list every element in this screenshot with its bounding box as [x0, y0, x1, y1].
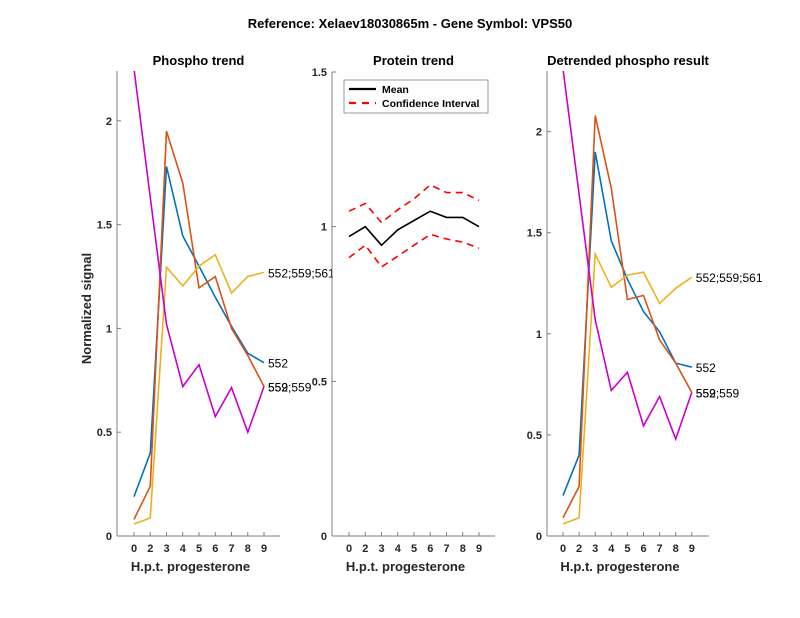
series-end-label: 552 [696, 361, 716, 375]
x-tick-label: 7 [228, 543, 234, 555]
x-axis-label: H.p.t. progesterone [346, 559, 465, 574]
series-end-label: 552;559 [268, 381, 312, 395]
x-tick-label: 4 [395, 543, 402, 555]
x-tick-label: 2 [576, 543, 582, 555]
series-line-confidence-interval-lower [348, 233, 480, 268]
x-tick-label: 2 [147, 543, 153, 555]
y-tick-label: 1 [536, 329, 542, 341]
legend-entry-mean: Mean [382, 84, 409, 96]
legend-entry-confidence-interval: Confidence Interval [382, 98, 480, 110]
series-end-label: 552 [268, 357, 288, 371]
x-tick-label: 6 [640, 543, 646, 555]
series-end-label: 552;559 [696, 386, 740, 400]
x-tick-label: 0 [131, 543, 137, 555]
x-axis-label: H.p.t. progesterone [560, 559, 679, 574]
y-tick-label: 0.5 [312, 376, 327, 388]
legend: Mean Confidence Interval [343, 79, 489, 114]
y-axis-label: Normalized signal [79, 253, 94, 364]
x-tick-label: 2 [362, 543, 368, 555]
series-end-label: 559 [696, 386, 716, 400]
series-line-552-559 [562, 71, 693, 442]
y-tick-label: 1.5 [312, 67, 327, 79]
y-tick-label: 1 [106, 323, 112, 335]
y-tick-label: 0 [536, 531, 542, 543]
x-tick-label: 9 [261, 543, 267, 555]
legend-box [343, 79, 489, 114]
x-tick-label: 7 [443, 543, 449, 555]
y-tick-label: 0 [106, 531, 112, 543]
series-end-label: 552;559;561 [696, 271, 763, 285]
x-tick-label: 3 [592, 543, 598, 555]
x-tick-label: 6 [212, 543, 218, 555]
axes-title: Phospho trend [153, 53, 245, 68]
x-tick-label: 0 [346, 543, 352, 555]
x-tick-label: 6 [427, 543, 433, 555]
x-tick-label: 7 [657, 543, 663, 555]
x-tick-label: 5 [196, 543, 202, 555]
figure-suptitle: Reference: Xelaev18030865m - Gene Symbol… [248, 16, 572, 31]
series-line-552-559 [133, 71, 265, 435]
series-line-552 [133, 166, 265, 497]
axes-background [333, 72, 495, 535]
y-tick-label: 1 [321, 222, 327, 234]
series-line-mean [348, 210, 480, 247]
x-tick-label: 3 [378, 543, 384, 555]
x-tick-label: 4 [180, 543, 187, 555]
x-tick-label: 5 [624, 543, 630, 555]
series-line-552-559-561 [562, 250, 693, 525]
x-tick-label: 8 [460, 543, 466, 555]
x-axis-label: H.p.t. progesterone [131, 559, 250, 574]
series-line-552-559-561 [133, 253, 265, 525]
x-tick-label: 8 [245, 543, 251, 555]
x-tick-label: 0 [560, 543, 566, 555]
x-tick-label: 9 [689, 543, 695, 555]
y-tick-label: 1.5 [97, 220, 112, 232]
series-line-552 [562, 151, 692, 496]
x-tick-label: 9 [476, 543, 482, 555]
axes-title: Protein trend [373, 53, 454, 68]
axes-title: Detrended phospho result [547, 53, 709, 68]
x-tick-label: 4 [608, 543, 615, 555]
y-tick-label: 0.5 [527, 430, 542, 442]
series-line-confidence-interval-upper [348, 183, 480, 224]
y-tick-label: 1.5 [527, 228, 542, 240]
x-tick-label: 5 [411, 543, 417, 555]
y-tick-label: 0.5 [97, 427, 112, 439]
y-tick-label: 2 [536, 127, 542, 139]
series-end-label: 559 [268, 381, 288, 395]
series-line-559 [562, 115, 693, 519]
series-line-559 [133, 130, 265, 520]
series-end-label: 552;559;561 [268, 266, 335, 280]
x-tick-label: 3 [163, 543, 169, 555]
y-tick-label: 0 [321, 531, 327, 543]
x-tick-label: 8 [673, 543, 679, 555]
y-tick-label: 2 [106, 116, 112, 128]
